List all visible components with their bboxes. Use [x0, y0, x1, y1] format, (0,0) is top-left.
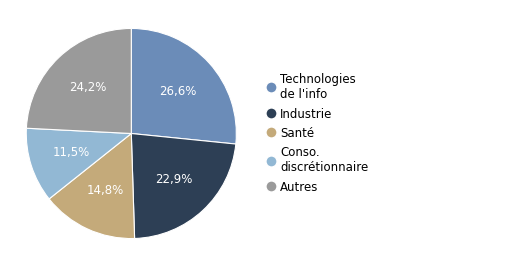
Wedge shape	[131, 29, 236, 144]
Legend: Technologies
de l'info, Industrie, Santé, Conso.
discrétionnaire, Autres: Technologies de l'info, Industrie, Santé…	[269, 73, 369, 194]
Text: 24,2%: 24,2%	[69, 81, 107, 94]
Wedge shape	[26, 29, 131, 134]
Wedge shape	[49, 134, 135, 238]
Text: 14,8%: 14,8%	[86, 184, 123, 197]
Wedge shape	[131, 134, 236, 238]
Text: 11,5%: 11,5%	[53, 146, 90, 159]
Wedge shape	[26, 128, 131, 199]
Text: 26,6%: 26,6%	[160, 85, 197, 98]
Text: 22,9%: 22,9%	[156, 173, 193, 186]
